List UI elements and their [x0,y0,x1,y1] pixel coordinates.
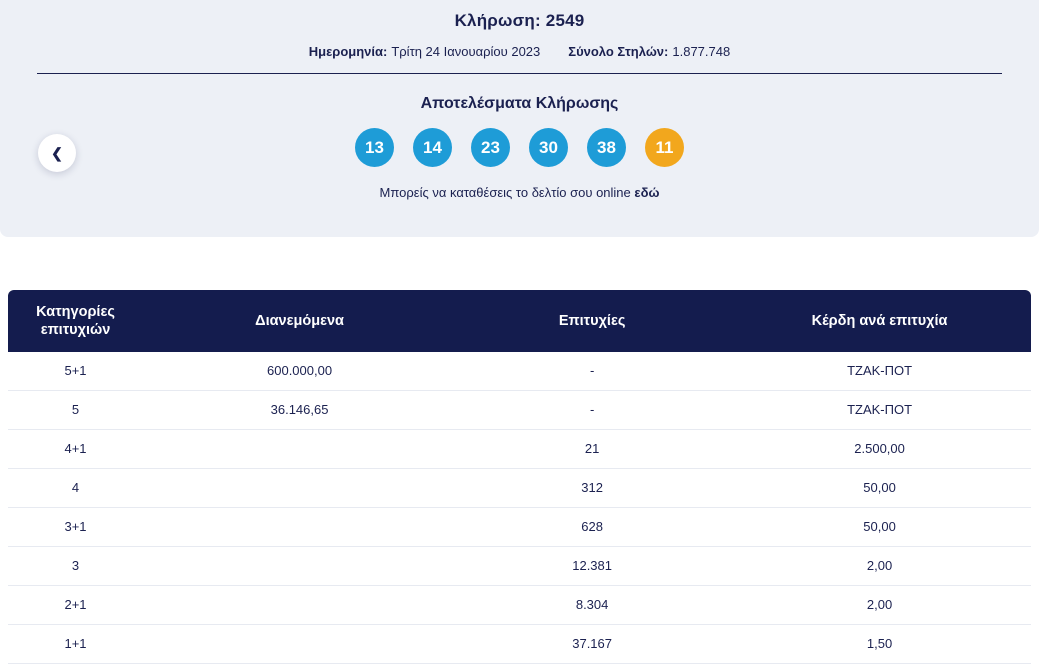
divider [37,73,1002,74]
cell-prize: 1,50 [866,635,893,651]
table-header-row: Κατηγορίες επιτυχιών Διανεμόμενα Επιτυχί… [8,290,1031,352]
cell-prize: ΤΖΑΚ-ΠΟΤ [847,401,913,417]
draw-number: 2549 [545,11,585,30]
columns-value: 1.877.748 [672,44,731,59]
cell-distributed: 600.000,00 [267,362,333,378]
date-value: Τρίτη 24 Ιανουαρίου 2023 [391,44,541,59]
joker-ball: 11 [645,128,684,167]
cell-winners: 37.167 [572,635,612,651]
cell-prize: 50,00 [863,479,896,495]
cell-category: 2+1 [64,596,87,612]
cell-category: 3 [71,557,80,573]
cell-winners: 628 [581,518,603,534]
header-winners: Επιτυχίες [558,312,626,329]
cell-prize: 2.500,00 [854,440,905,456]
submit-online-text: Μπορείς να καταθέσεις το δελτίο σου onli… [0,185,1039,200]
cell-category: 3+1 [64,518,87,534]
cell-winners: 312 [581,479,603,495]
header-prize: Κέρδη ανά επιτυχία [811,312,948,329]
cell-category: 1+1 [64,635,87,651]
cell-prize: 50,00 [863,518,896,534]
cell-winners: - [589,401,595,417]
cell-category: 4+1 [64,440,87,456]
cell-category: 5+1 [64,362,87,378]
cell-distributed: 36.146,65 [270,401,329,417]
number-ball: 13 [355,128,394,167]
table-row: 5 36.146,65 - ΤΖΑΚ-ΠΟΤ [8,391,1031,430]
results-table: Κατηγορίες επιτυχιών Διανεμόμενα Επιτυχί… [8,290,1031,664]
number-ball: 14 [413,128,452,167]
cell-category: 5 [71,401,80,417]
draw-meta: Ημερομηνία: Τρίτη 24 Ιανουαρίου 2023 Σύνο… [0,44,1039,59]
total-columns: Σύνολο Στηλών: 1.877.748 [568,44,730,59]
table-row: 1+1 37.167 1,50 [8,625,1031,664]
table-row: 3 12.381 2,00 [8,547,1031,586]
header-distributed: Διανεμόμενα [255,312,344,329]
table-row: 4 312 50,00 [8,469,1031,508]
cell-winners: 8.304 [575,596,609,612]
chevron-left-icon: ❮ [51,144,63,161]
columns-label: Σύνολο Στηλών: [568,44,669,59]
drawn-numbers: 13 14 23 30 38 11 [0,128,1039,167]
cell-prize: 2,00 [866,557,893,573]
cell-category: 4 [71,479,80,495]
cell-winners: 12.381 [572,557,612,573]
draw-date: Ημερομηνία: Τρίτη 24 Ιανουαρίου 2023 [309,44,540,59]
number-ball: 23 [471,128,510,167]
draw-label: Κλήρωση: [454,11,541,30]
number-ball: 38 [587,128,626,167]
cell-winners: - [589,362,595,378]
cta-text: Μπορείς να καταθέσεις το δελτίο σου onli… [379,185,631,200]
cell-winners: 21 [584,440,600,456]
results-title: Αποτελέσματα Κλήρωσης [420,95,619,112]
date-label: Ημερομηνία: [308,44,388,59]
table-row: 5+1 600.000,00 - ΤΖΑΚ-ΠΟΤ [8,352,1031,391]
draw-title: Κλήρωση: 2549 [0,0,1039,31]
table-row: 3+1 628 50,00 [8,508,1031,547]
previous-draw-button[interactable]: ❮ [38,134,76,172]
table-row: 2+1 8.304 2,00 [8,586,1031,625]
table-row: 4+1 21 2.500,00 [8,430,1031,469]
cell-prize: 2,00 [866,596,893,612]
submit-online-link[interactable]: εδώ [634,185,660,200]
header-category: Κατηγορίες επιτυχιών [36,303,115,338]
draw-info-panel: Κλήρωση: 2549 Ημερομηνία: Τρίτη 24 Ιανουα… [0,0,1039,237]
cell-prize: ΤΖΑΚ-ΠΟΤ [847,362,913,378]
number-ball: 30 [529,128,568,167]
